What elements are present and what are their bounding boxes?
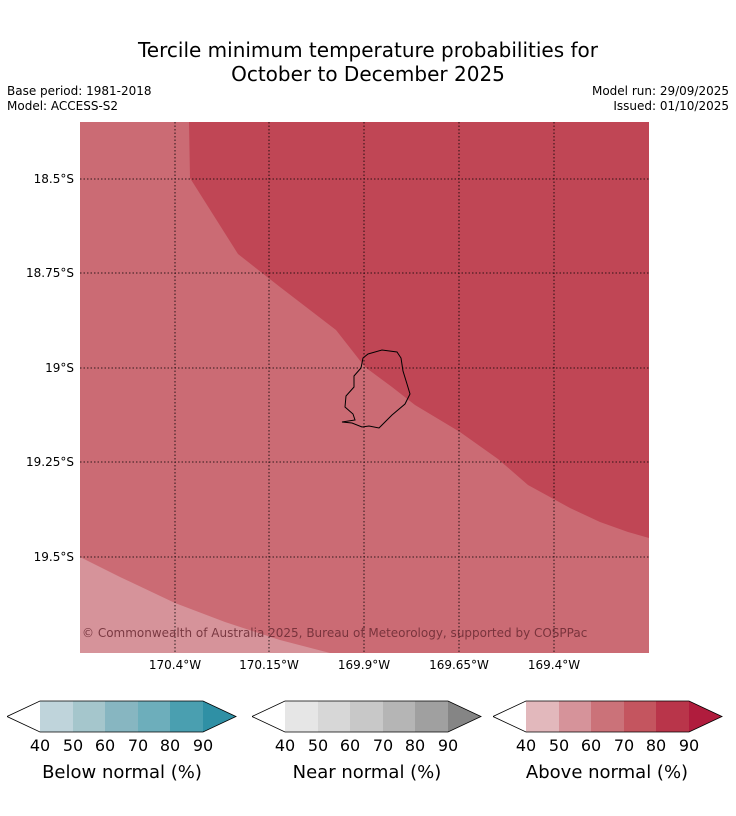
lat-label-18-5: 18.5°S xyxy=(33,172,74,186)
tick-above-90: 90 xyxy=(678,736,700,755)
tick-below-80: 80 xyxy=(159,736,181,755)
colorbar-above xyxy=(493,700,723,733)
colorbar-near-bin-3 xyxy=(350,701,383,732)
colorbar-below xyxy=(7,700,237,733)
colorbar-near xyxy=(252,700,482,733)
colorbar-near-border xyxy=(252,700,482,733)
tick-below-40: 40 xyxy=(29,736,51,755)
legend-title-below: Below normal (%) xyxy=(42,762,202,783)
colorbar-below-bin-5 xyxy=(170,701,203,732)
map-svg: © Commonwealth of Australia 2025, Bureau… xyxy=(80,122,649,653)
island-outline xyxy=(341,349,411,429)
lon-label-169-4: 169.4°W xyxy=(527,658,581,672)
lat-label-19-5: 19.5°S xyxy=(33,550,74,564)
colorbar-above-border xyxy=(493,700,723,733)
legend-title-above: Above normal (%) xyxy=(525,762,689,783)
colorbar-below-bin-3 xyxy=(105,701,138,732)
graticule xyxy=(80,122,649,653)
colorbar-below-under xyxy=(7,701,40,732)
colorbar-above-bin-1 xyxy=(526,701,559,732)
base-period: Base period: 1981-2018 xyxy=(7,84,152,98)
colorbar-near-bin-1 xyxy=(285,701,318,732)
colorbar-below-over xyxy=(203,701,236,732)
colorbar-below-bin-1 xyxy=(40,701,73,732)
colorbar-below-bin-2 xyxy=(73,701,105,732)
tick-near-90: 90 xyxy=(437,736,459,755)
colorbar-above-over xyxy=(689,701,722,732)
colorbar-above-under xyxy=(493,701,526,732)
issued-date: Issued: 01/10/2025 xyxy=(613,99,729,113)
colorbar-above-bin-3 xyxy=(591,701,624,732)
tick-near-70: 70 xyxy=(372,736,394,755)
tick-near-80: 80 xyxy=(404,736,426,755)
model-name: Model: ACCESS-S2 xyxy=(7,99,119,113)
tick-above-50: 50 xyxy=(548,736,570,755)
colorbar-near-under xyxy=(252,701,285,732)
title-line-1: Tercile minimum temperature probabilitie… xyxy=(137,38,599,62)
legend-above-normal xyxy=(493,700,723,734)
map-panel[interactable]: © Commonwealth of Australia 2025, Bureau… xyxy=(80,122,649,653)
tick-below-70: 70 xyxy=(127,736,149,755)
model-run: Model run: 29/09/2025 xyxy=(591,84,729,98)
tick-below-60: 60 xyxy=(94,736,116,755)
tick-near-50: 50 xyxy=(307,736,329,755)
zone-above-70-80 xyxy=(189,122,649,538)
colorbar-near-over xyxy=(448,701,481,732)
tick-above-80: 80 xyxy=(645,736,667,755)
meta-right: Model run: 29/09/2025 Issued: 01/10/2025 xyxy=(592,84,729,114)
tick-below-50: 50 xyxy=(62,736,84,755)
colorbar-above-bin-4 xyxy=(624,701,656,732)
colorbar-near-bin-5 xyxy=(415,701,448,732)
tick-near-40: 40 xyxy=(274,736,296,755)
chart-title: Tercile minimum temperature probabilitie… xyxy=(0,38,736,86)
tick-near-60: 60 xyxy=(339,736,361,755)
tick-above-60: 60 xyxy=(580,736,602,755)
colorbar-near-bin-2 xyxy=(318,701,350,732)
legend-title-near: Near normal (%) xyxy=(292,762,442,783)
colorbar-below-border xyxy=(7,700,237,733)
legend-near-normal xyxy=(252,700,482,734)
lon-label-169-9: 169.9°W xyxy=(337,658,391,672)
lon-label-169-65: 169.65°W xyxy=(429,658,489,672)
lat-label-19-25: 19.25°S xyxy=(26,455,74,469)
colorbar-below-bin-4 xyxy=(138,701,170,732)
tick-above-70: 70 xyxy=(613,736,635,755)
lon-label-170-15: 170.15°W xyxy=(239,658,299,672)
legend-below-normal xyxy=(7,700,237,734)
zone-above-50-60 xyxy=(80,557,330,653)
meta-left: Base period: 1981-2018 Model: ACCESS-S2 xyxy=(7,84,152,114)
colorbar-above-bin-2 xyxy=(559,701,591,732)
lon-label-170-4: 170.4°W xyxy=(148,658,202,672)
title-line-2: October to December 2025 xyxy=(231,62,505,86)
tick-below-90: 90 xyxy=(192,736,214,755)
colorbar-near-bin-4 xyxy=(383,701,415,732)
colorbar-above-bin-5 xyxy=(656,701,689,732)
copyright-text: © Commonwealth of Australia 2025, Bureau… xyxy=(82,626,587,640)
lat-label-19: 19°S xyxy=(45,361,74,375)
lat-label-18-75: 18.75°S xyxy=(26,266,74,280)
tick-above-40: 40 xyxy=(515,736,537,755)
